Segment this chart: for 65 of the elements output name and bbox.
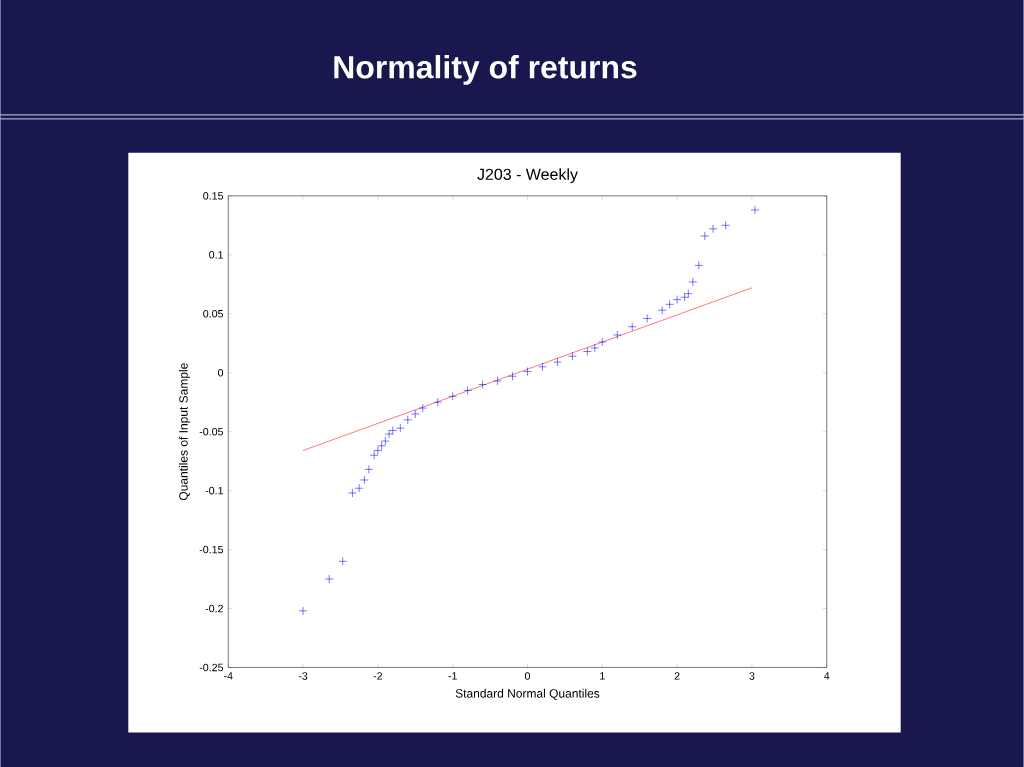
point <box>433 397 442 407</box>
point <box>369 450 379 460</box>
x-tick-label: 3 <box>749 671 755 680</box>
point <box>354 483 364 493</box>
point <box>583 347 592 356</box>
point <box>364 464 374 474</box>
chart-title: J203 - Weekly <box>477 168 578 183</box>
y-axis-title: Quantiles of Input Sample <box>178 363 191 500</box>
x-tick-label: -3 <box>298 671 308 680</box>
point <box>590 343 600 353</box>
x-tick-label: -1 <box>448 671 457 680</box>
y-tick-label: 0.05 <box>203 309 224 318</box>
point <box>324 574 334 584</box>
point <box>684 289 693 298</box>
point <box>348 488 357 498</box>
point <box>396 423 405 433</box>
y-tick-label: -0.25 <box>199 663 224 672</box>
point <box>478 380 487 389</box>
point <box>613 330 622 340</box>
y-tick-label: -0.15 <box>199 545 224 554</box>
point <box>708 224 718 233</box>
y-tick-label: -0.2 <box>205 604 223 613</box>
point <box>627 322 637 331</box>
point <box>750 205 760 215</box>
point <box>448 391 457 401</box>
point <box>721 220 731 230</box>
x-tick-label: 2 <box>674 671 680 680</box>
x-axis-title: Standard Normal Quantiles <box>455 688 600 700</box>
point <box>700 231 710 241</box>
point <box>388 426 398 435</box>
point <box>642 314 652 323</box>
point <box>298 606 308 615</box>
point <box>508 371 517 381</box>
point <box>403 415 413 424</box>
point <box>598 337 607 347</box>
point <box>384 429 394 439</box>
point <box>538 362 547 371</box>
point <box>418 403 428 413</box>
y-tick-label: 0.15 <box>203 191 224 200</box>
y-tick-label: -0.05 <box>199 427 224 436</box>
point <box>694 260 704 270</box>
x-tick-label: 1 <box>600 671 605 680</box>
point <box>338 556 347 566</box>
y-tick-label: -0.1 <box>205 486 223 495</box>
x-tick-label: -2 <box>373 671 383 680</box>
point <box>373 446 383 455</box>
point <box>381 436 390 446</box>
x-tick-label: 4 <box>824 671 830 680</box>
point <box>665 299 674 309</box>
point <box>657 305 667 315</box>
point <box>411 409 420 419</box>
point <box>360 475 369 485</box>
text: Normality of returns <box>334 54 637 85</box>
y-tick-label: 0 <box>218 368 224 377</box>
point <box>568 351 577 361</box>
point <box>680 292 689 302</box>
point <box>377 441 386 450</box>
x-tick-label: -4 <box>223 671 233 680</box>
point <box>672 295 682 304</box>
x-tick-label: 0 <box>524 671 531 680</box>
y-tick-label: 0.1 <box>209 250 223 259</box>
point <box>493 376 502 386</box>
point <box>688 277 698 286</box>
point <box>553 357 562 367</box>
point <box>463 385 472 395</box>
